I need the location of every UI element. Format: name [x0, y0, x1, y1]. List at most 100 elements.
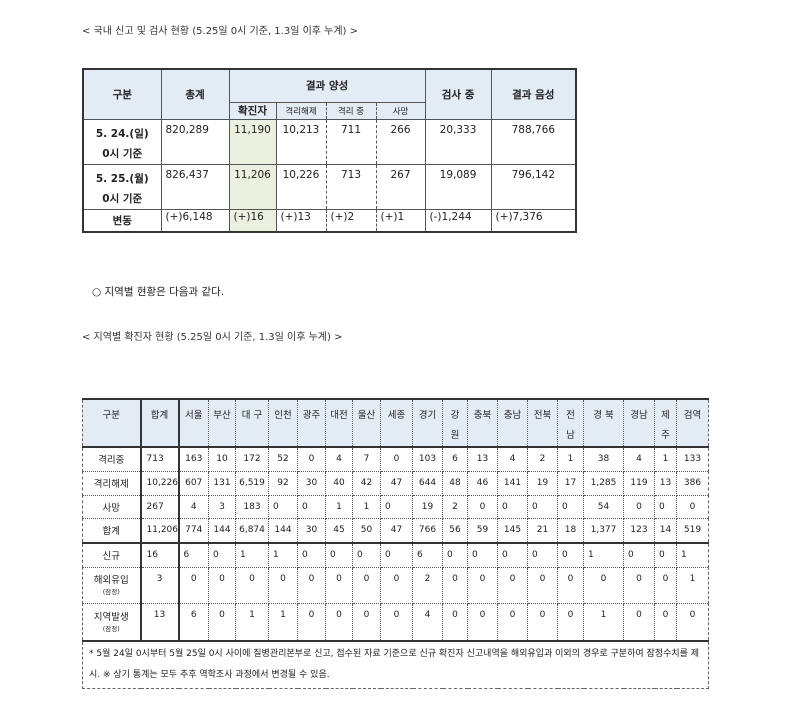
cell-value: 0 — [268, 566, 298, 604]
cell-value: 1,377 — [583, 517, 624, 544]
cell-value: 47 — [380, 470, 413, 496]
cell-confirmed: (+)16 — [228, 208, 277, 232]
cell-value: 1 — [268, 602, 298, 642]
cell-value: 145 — [497, 517, 528, 544]
header-category: 구분 — [82, 68, 162, 120]
cell-value: 92 — [268, 470, 298, 496]
cell-value: 47 — [380, 517, 413, 544]
cell-value: 13 — [467, 446, 498, 472]
cell-negative: 796,142 — [490, 163, 577, 210]
row-label-text: 합계 — [102, 526, 120, 538]
cell-value: 0 — [654, 494, 677, 519]
cell-total: 820,289 — [160, 118, 230, 165]
cell-value: 11,206 — [140, 517, 180, 544]
cell-value: 4 — [325, 446, 353, 472]
cell-value: 0 — [527, 494, 558, 519]
cell-value: 1 — [235, 542, 269, 568]
cell-value: 30 — [297, 517, 326, 544]
row-sublabel: (잠정) — [102, 588, 120, 596]
cell-value: 774 — [178, 517, 209, 544]
cell-value: 3 — [208, 494, 236, 519]
table-row: 5. 25.(월) 0시 기준 826,437 11,206 10,226 713 267 1… — [82, 163, 577, 210]
row-label: 합계 — [82, 517, 142, 544]
cell-value: 0 — [623, 494, 655, 519]
header-region: 검역 — [676, 398, 709, 448]
cell-value: 0 — [497, 542, 528, 568]
cell-value: 0 — [208, 542, 236, 568]
cell-value: 0 — [297, 566, 326, 604]
row-label-text: 사망 — [102, 502, 120, 514]
cell-value: 0 — [380, 566, 413, 604]
cell-value: 6 — [178, 602, 209, 642]
row-label-text: 신규 — [102, 551, 120, 563]
cell-value: 19 — [527, 470, 558, 496]
header-region: 충북 — [467, 398, 498, 448]
cell-value: 0 — [467, 566, 498, 604]
cell-testing: 20,333 — [424, 118, 492, 165]
cell-value: 2 — [442, 494, 468, 519]
header-positive: 결과 양성 — [228, 68, 426, 103]
cell-value: 0 — [497, 566, 528, 604]
cell-value: 6,519 — [235, 470, 269, 496]
cell-negative: (+)7,376 — [490, 208, 577, 232]
row-label: 신규 — [82, 542, 142, 568]
cell-value: 1 — [325, 494, 353, 519]
cell-value: 119 — [623, 470, 655, 496]
cell-value: 42 — [352, 470, 381, 496]
cell-value: 0 — [654, 566, 677, 604]
cell-value: 0 — [557, 566, 584, 604]
row-label: 사망 — [82, 494, 142, 519]
header-confirmed: 확진자 — [228, 101, 277, 120]
cell-value: 54 — [583, 494, 624, 519]
cell-value: 0 — [527, 566, 558, 604]
header-testing: 검사 중 — [424, 68, 492, 120]
cell-value: 56 — [442, 517, 468, 544]
cell-value: 7 — [352, 446, 381, 472]
header-region: 구분 — [82, 398, 142, 448]
table-row: 사망 267 4 3 183 0 0 1 1 0 19 2 0 0 0 0 54 0 0 0 — [82, 494, 709, 519]
cell-value: 48 — [442, 470, 468, 496]
row-label: 격리해제 — [82, 470, 142, 496]
cell-value: 0 — [442, 566, 468, 604]
cell-value: 183 — [235, 494, 269, 519]
row-label: 변동 — [82, 208, 162, 232]
cell-value: 1 — [676, 542, 709, 568]
cell-value: 1 — [583, 542, 624, 568]
cell-isolated: 711 — [325, 118, 377, 165]
cell-value: 0 — [178, 566, 209, 604]
cell-value: 38 — [583, 446, 624, 472]
header-region: 대 구 — [235, 398, 269, 448]
cell-value: 0 — [654, 602, 677, 642]
row-label: 5. 25.(월) 0시 기준 — [82, 163, 162, 210]
cell-value: 4 — [412, 602, 443, 642]
cell-value: 30 — [297, 470, 326, 496]
header-region: 세종 — [380, 398, 413, 448]
header-region: 울산 — [352, 398, 381, 448]
cell-released: (+)13 — [275, 208, 327, 232]
cell-value: 0 — [325, 542, 353, 568]
cell-value: 0 — [654, 542, 677, 568]
cell-value: 0 — [268, 494, 298, 519]
cell-value: 163 — [178, 446, 209, 472]
cell-value: 0 — [557, 494, 584, 519]
cell-confirmed: 11,206 — [228, 163, 277, 210]
cell-value: 0 — [208, 602, 236, 642]
cell-value: 519 — [676, 517, 709, 544]
cell-value: 0 — [208, 566, 236, 604]
cell-value: 0 — [497, 602, 528, 642]
cell-value: 133 — [676, 446, 709, 472]
cell-value: 13 — [140, 602, 180, 642]
header-region: 서울 — [178, 398, 209, 448]
cell-value: 713 — [140, 446, 180, 472]
cell-value: 0 — [467, 602, 498, 642]
row-label: 지역발생 (잠정) — [82, 602, 142, 642]
cell-value: 0 — [442, 542, 468, 568]
row-date: 5. 24.(일) — [95, 127, 149, 140]
cell-value: 0 — [623, 602, 655, 642]
cell-value: 0 — [557, 542, 584, 568]
header-region: 합계 — [140, 398, 180, 448]
row-label: 격리중 — [82, 446, 142, 472]
cell-value: 644 — [412, 470, 443, 496]
cell-value: 0 — [297, 446, 326, 472]
header-region: 전남 — [557, 398, 584, 448]
